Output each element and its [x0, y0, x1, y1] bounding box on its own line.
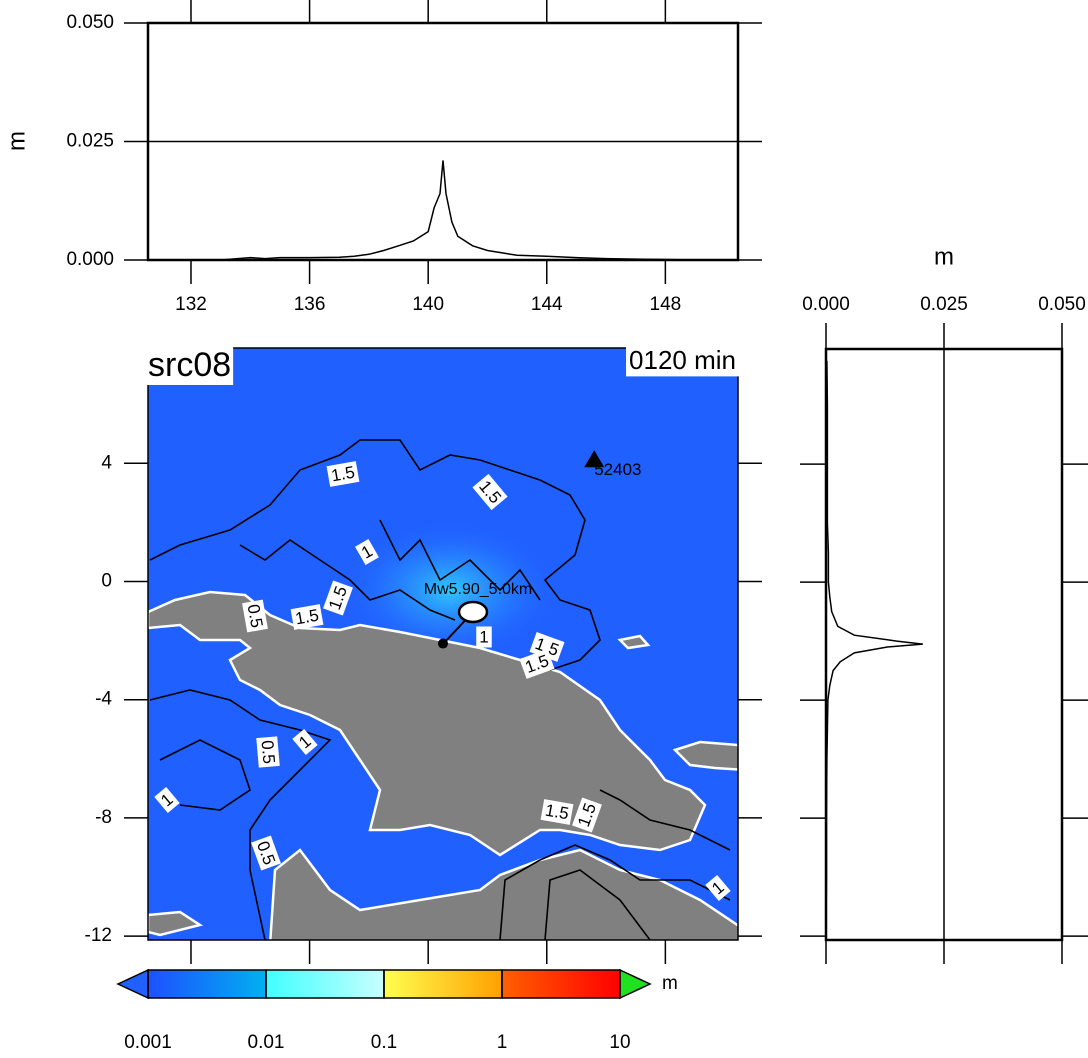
contour-label-box: 1: [355, 539, 379, 565]
contour-label-box: 0.5: [256, 736, 280, 768]
contour-line: [379, 519, 541, 601]
contour-label-box: 1: [476, 626, 492, 648]
y-tick-label: 0: [101, 571, 112, 592]
contour-line: [499, 844, 731, 940]
colorbar-tick-label: 0.001: [124, 1032, 172, 1053]
y-tick-label: 0.050: [66, 12, 114, 33]
contour-label-bg: [476, 626, 492, 648]
land-new-britain: [672, 740, 738, 771]
y-tick-label: -12: [85, 925, 112, 946]
colorbar-segment: [383, 969, 503, 999]
epicenter: [438, 638, 448, 649]
colorbar-segment: [265, 969, 385, 999]
station-marker: [584, 450, 605, 468]
contour-label-box: 0.5: [242, 599, 268, 633]
contour-label: 1.5: [330, 463, 357, 486]
contour-label-box: 1.5: [290, 604, 324, 630]
source-label: Mw5.90_5.0km: [424, 581, 533, 598]
map-time-box: 0120 min: [626, 343, 739, 377]
y-tick-label: 0.025: [66, 131, 114, 152]
x-tick-label: 144: [531, 294, 563, 315]
y-tick-label: 0.000: [66, 249, 114, 270]
x-tick-label: 0.050: [1038, 294, 1086, 315]
contour-label-box: 1: [292, 728, 318, 756]
colorbar-tick-label: 10: [609, 1032, 630, 1053]
colorbar-unit: m: [662, 973, 678, 994]
contour-label-box: 1.5: [540, 799, 574, 825]
contour-line: [149, 439, 601, 671]
map-body: 1.51.511.51.50.51 1.51.510.510.51.5 1.5152…: [148, 348, 738, 940]
contour-label-bg: [326, 461, 360, 487]
y-tick-label: -4: [95, 689, 112, 710]
colorbar-over: [619, 968, 652, 1000]
contour-label-bg: [519, 649, 555, 679]
wave-energy: [340, 520, 560, 660]
x-tick-label: 148: [650, 294, 682, 315]
y-tick-label: 4: [101, 452, 112, 473]
contour-label-bg: [540, 799, 574, 825]
contour-label-bg: [323, 580, 353, 616]
land-new-guinea: [148, 590, 707, 857]
map-title-bg: [146, 344, 234, 385]
y-tick-label: -8: [95, 807, 112, 828]
contour-line: [239, 539, 456, 621]
contour-label-bg: [154, 786, 180, 814]
contour-label-bg: [242, 599, 268, 633]
contour-label-bg: [355, 539, 379, 565]
x-axis-title: m: [934, 243, 954, 270]
contour-label: 1: [479, 627, 488, 646]
contour-label-bg: [572, 797, 602, 833]
station-label: 52403: [594, 460, 641, 479]
contour-label-bg: [256, 736, 280, 768]
contour-line: [149, 689, 332, 940]
contour-label: 1.5: [294, 606, 321, 629]
land-island: [148, 910, 204, 937]
contour-label-box: 1.5: [326, 461, 360, 487]
map-time-bg: [626, 343, 739, 377]
contour-label: 1.5: [544, 801, 571, 824]
map-title: src08: [148, 346, 231, 384]
profile-line: [825, 360, 923, 937]
map-frame: [147, 347, 739, 941]
beachball: [457, 600, 489, 624]
colorbar-under: [116, 968, 149, 1000]
colorbar-tick-label: 1: [497, 1032, 508, 1053]
map-title-box: src08: [146, 344, 234, 385]
colorbar-tick-label: 0.01: [248, 1032, 285, 1053]
contour-line: [159, 739, 251, 811]
land-island: [617, 634, 651, 650]
contour-line: [544, 869, 651, 940]
x-tick-label: 132: [175, 294, 207, 315]
x-tick-label: 140: [412, 294, 444, 315]
contour-line: [599, 789, 731, 851]
x-tick-label: 0.000: [802, 294, 850, 315]
contour-label-bg: [705, 874, 731, 902]
contour-label-bg: [251, 835, 281, 871]
profile-line: [161, 160, 725, 261]
contour-label-box: 1: [154, 786, 180, 814]
colorbar-segment: [147, 969, 267, 999]
x-tick-label: 0.025: [920, 294, 968, 315]
contour-label-bg: [292, 728, 318, 756]
y-axis-title: m: [3, 131, 30, 151]
contour-label-bg: [472, 473, 508, 511]
map-time: 0120 min: [629, 345, 736, 375]
contour-label: 0.5: [244, 603, 267, 630]
colorbar-segment: [501, 969, 621, 999]
colorbar-tick-label: 0.1: [371, 1032, 397, 1053]
contour-label-bg: [290, 604, 324, 630]
contour-label-box: 1: [705, 874, 731, 902]
contour-label: 0.5: [258, 739, 279, 764]
x-tick-label: 136: [294, 294, 326, 315]
